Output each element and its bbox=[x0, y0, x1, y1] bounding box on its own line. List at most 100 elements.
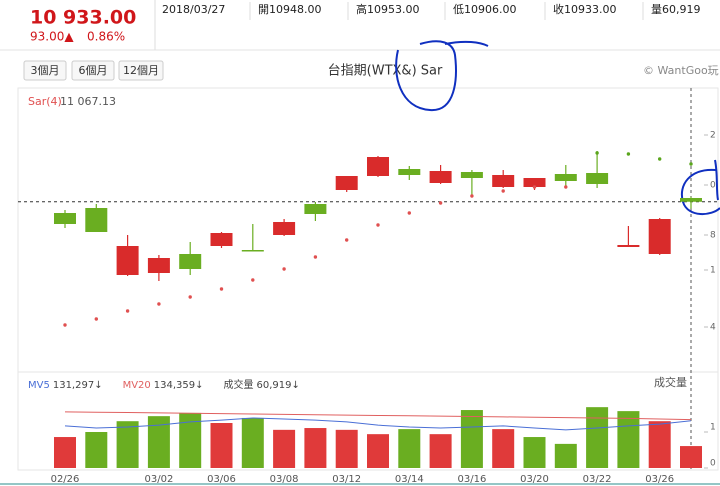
candle-body bbox=[398, 169, 421, 175]
x-tick-label: 03/12 bbox=[332, 474, 361, 485]
candle-body bbox=[648, 219, 671, 254]
candle-body bbox=[273, 222, 296, 235]
change: 93.00▲ bbox=[30, 30, 74, 44]
candle-body bbox=[304, 204, 327, 214]
header-bg bbox=[0, 0, 720, 50]
sar-dot bbox=[125, 309, 130, 313]
candle-body bbox=[492, 175, 515, 187]
candle-body bbox=[335, 176, 358, 190]
volume-bar bbox=[304, 428, 327, 468]
sar-dot bbox=[595, 151, 599, 155]
candle-body bbox=[241, 250, 264, 252]
sar-dot bbox=[658, 157, 662, 161]
range-button[interactable]: 12個月 bbox=[118, 60, 164, 81]
change-pct: 0.86% bbox=[87, 30, 125, 44]
range-button[interactable]: 6個月 bbox=[71, 60, 115, 81]
annotation-circle bbox=[680, 159, 720, 215]
sar-dot bbox=[626, 152, 631, 156]
sar-dot bbox=[94, 317, 99, 321]
ma-line bbox=[64, 411, 692, 421]
x-tick-label: 03/06 bbox=[207, 474, 236, 485]
volume-bar bbox=[54, 437, 76, 468]
volume-bar bbox=[179, 412, 202, 468]
button-label[interactable]: 6個月 bbox=[79, 64, 108, 77]
volume-bar bbox=[554, 443, 577, 468]
y-tick-label: 8 bbox=[710, 231, 716, 241]
legend-value: 60,919↓ bbox=[257, 380, 300, 391]
open: 開10948.00 bbox=[258, 3, 322, 16]
volume-bar bbox=[273, 429, 296, 468]
y-tick-label: 1 bbox=[710, 266, 716, 276]
y-tick-label: 2 bbox=[710, 131, 716, 141]
sar-dot bbox=[407, 211, 411, 215]
sar-dot bbox=[63, 323, 67, 327]
chart-title: 台指期(WTX&) Sar bbox=[328, 64, 443, 79]
volume-bar bbox=[429, 434, 452, 468]
button-bg[interactable] bbox=[71, 60, 115, 81]
sar-dot bbox=[438, 201, 443, 205]
volume-bar bbox=[147, 416, 170, 468]
sar-dot bbox=[532, 185, 537, 189]
candle-body bbox=[367, 157, 389, 176]
candle-body bbox=[523, 178, 546, 187]
volume-bar bbox=[680, 446, 702, 468]
candle-body bbox=[85, 208, 108, 232]
sar-dot bbox=[282, 267, 286, 271]
volume-bar bbox=[398, 429, 421, 468]
candle-body bbox=[210, 233, 233, 246]
sar-dot bbox=[564, 185, 568, 189]
plot: 2 0 8 1 4 1 0 02/26 03/02 03/06 03/08 03/12 03/14 03/… bbox=[18, 131, 718, 485]
ma-line bbox=[64, 417, 692, 431]
sar-dot bbox=[157, 302, 161, 306]
candle-body bbox=[147, 258, 170, 273]
watermark: © WantGoo玩 bbox=[643, 64, 719, 77]
volume-bar bbox=[367, 434, 389, 468]
button-label[interactable]: 12個月 bbox=[123, 64, 159, 77]
x-tick-label: 03/20 bbox=[520, 474, 549, 485]
candle-body bbox=[680, 198, 702, 202]
candle-body bbox=[460, 172, 483, 178]
sar-label: Sar(4) bbox=[28, 95, 62, 108]
legend-name: 成交量 bbox=[224, 378, 254, 391]
sar-dot bbox=[376, 223, 380, 227]
candle-body bbox=[429, 171, 452, 183]
x-tick-label: 03/08 bbox=[270, 474, 299, 485]
volume-bar bbox=[523, 437, 546, 468]
sar-dot bbox=[345, 238, 349, 242]
y-tick-label: 1 bbox=[710, 423, 716, 433]
price: 10 933.00 bbox=[30, 7, 136, 29]
candle-body bbox=[179, 254, 202, 269]
x-tick-label: 03/02 bbox=[144, 474, 173, 485]
sar-dot bbox=[188, 295, 192, 299]
high: 高10953.00 bbox=[356, 2, 420, 16]
volume: 量60,919 bbox=[651, 3, 701, 16]
volume-bar bbox=[210, 423, 233, 468]
candle-body bbox=[116, 246, 139, 275]
candle-body bbox=[54, 213, 76, 224]
volume-bar bbox=[241, 417, 264, 468]
y-tick-label: 0 bbox=[710, 459, 716, 469]
x-tick-label: 03/26 bbox=[645, 474, 674, 485]
sar-dot bbox=[501, 189, 505, 193]
candle-body bbox=[617, 245, 640, 247]
chart-frame bbox=[17, 87, 719, 471]
legend-value: 131,297↓ bbox=[53, 380, 103, 391]
sar-value: 11 067.13 bbox=[60, 95, 116, 108]
sar-dot bbox=[470, 194, 474, 198]
sar-dot bbox=[313, 255, 318, 259]
button-label[interactable]: 3個月 bbox=[31, 64, 60, 77]
x-tick-label: 03/14 bbox=[395, 474, 424, 485]
volume-bar bbox=[85, 432, 108, 468]
sar-dot bbox=[251, 278, 255, 282]
annotation-circle bbox=[395, 40, 489, 112]
button-bg[interactable] bbox=[118, 60, 164, 81]
sar-dot bbox=[689, 162, 693, 166]
range-button[interactable]: 3個月 bbox=[23, 60, 67, 81]
volume-bar bbox=[116, 421, 139, 468]
date: 2018/03/27 bbox=[162, 3, 225, 16]
volume-bar bbox=[586, 407, 609, 468]
button-bg[interactable] bbox=[23, 60, 67, 81]
x-tick-label: 02/26 bbox=[51, 474, 80, 485]
candle-body bbox=[586, 173, 609, 184]
